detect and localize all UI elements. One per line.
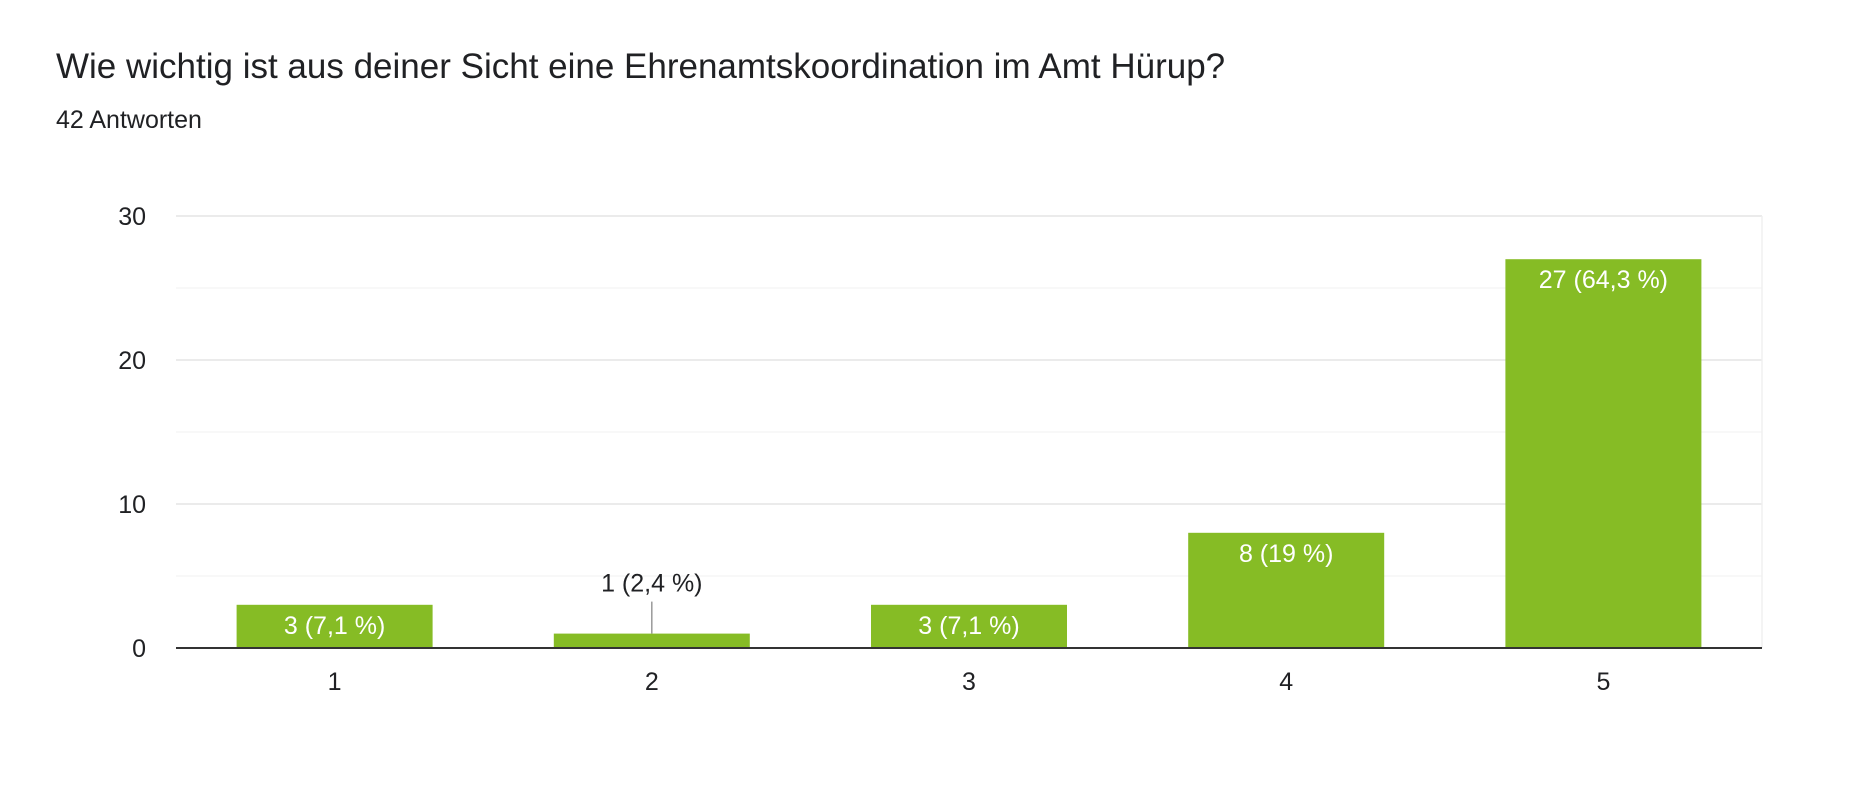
y-axis-ticks: 0 10 20 30 <box>118 203 146 663</box>
data-label: 27 (64,3 %) <box>1539 266 1668 294</box>
y-tick-label: 20 <box>118 347 146 375</box>
data-label: 3 (7,1 %) <box>284 612 385 640</box>
y-tick-label: 10 <box>118 491 146 519</box>
y-tick-label: 30 <box>118 203 146 231</box>
bar <box>1188 532 1385 648</box>
bar <box>553 633 750 648</box>
chart-title: Wie wichtig ist aus deiner Sicht eine Eh… <box>56 47 1226 86</box>
x-tick-label: 4 <box>1279 668 1293 696</box>
response-count: 42 Antworten <box>56 106 202 134</box>
data-label: 1 (2,4 %) <box>601 570 702 598</box>
x-axis-ticks: 1 2 3 4 5 <box>328 668 1611 696</box>
data-label: 8 (19 %) <box>1239 540 1333 568</box>
x-tick-label: 3 <box>962 668 976 696</box>
x-tick-label: 2 <box>645 668 659 696</box>
bars <box>236 259 1702 648</box>
bar <box>871 604 1067 648</box>
x-tick-label: 5 <box>1596 668 1610 696</box>
data-label: 3 (7,1 %) <box>918 612 1019 640</box>
data-labels: 3 (7,1 %) 1 (2,4 %) 3 (7,1 %) 8 (19 %) 27 (6… <box>284 266 1668 640</box>
gridlines <box>176 215 1763 648</box>
bar <box>1505 259 1702 648</box>
y-tick-label: 0 <box>132 635 146 663</box>
bar <box>236 604 433 648</box>
x-tick-label: 1 <box>328 668 342 696</box>
